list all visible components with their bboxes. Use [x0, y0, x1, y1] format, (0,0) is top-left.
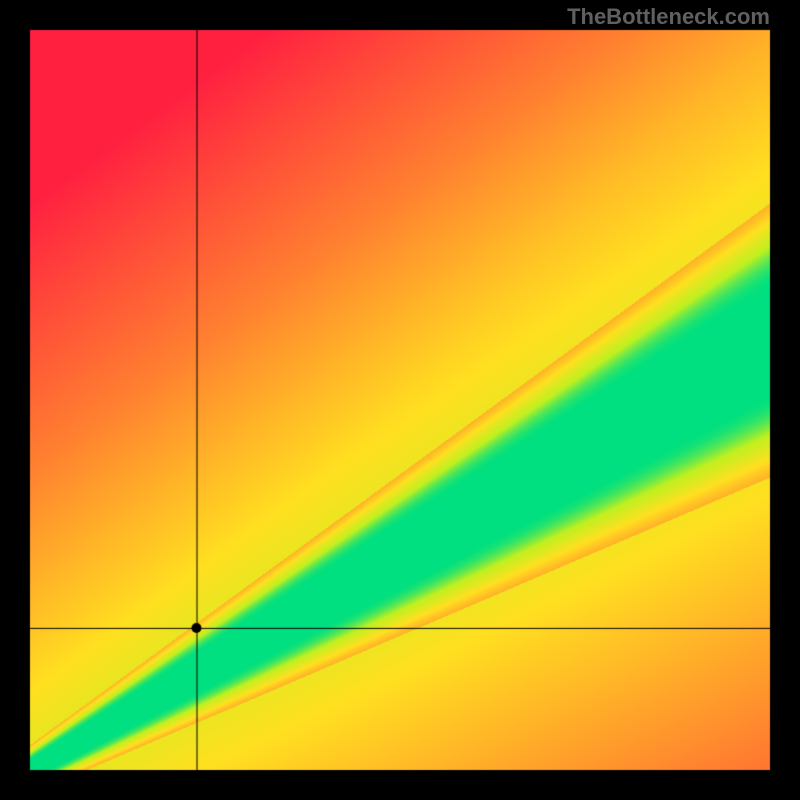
bottleneck-heatmap	[0, 0, 800, 800]
attribution-label: TheBottleneck.com	[567, 4, 770, 30]
chart-container: TheBottleneck.com	[0, 0, 800, 800]
